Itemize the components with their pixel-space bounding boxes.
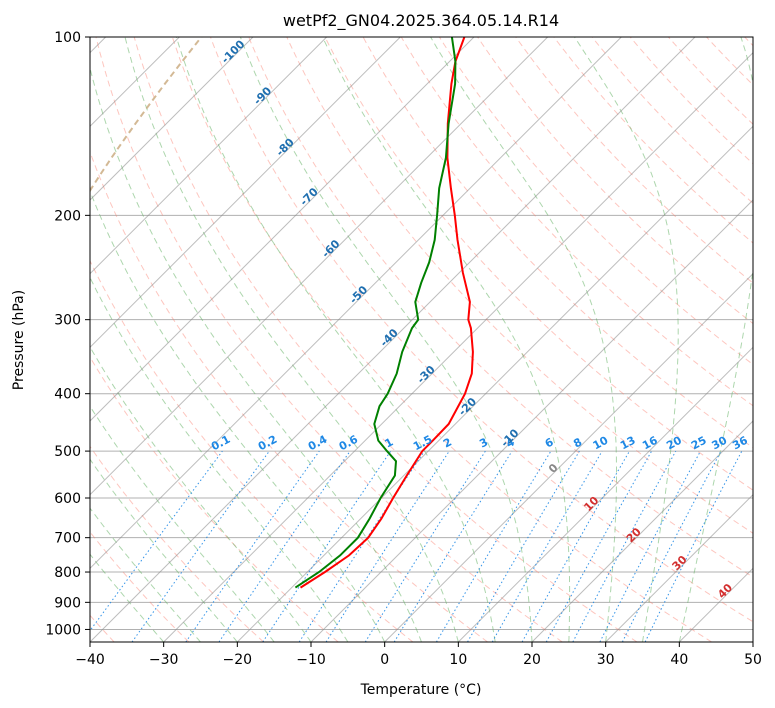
dry-adiabat-line xyxy=(248,37,753,578)
x-tick-label: 30 xyxy=(597,652,615,668)
y-tick-label: 400 xyxy=(54,387,81,403)
moist-adiabat-line xyxy=(322,37,571,642)
moist-adiabat-line xyxy=(175,37,496,642)
mixing-ratio-line xyxy=(644,450,743,642)
y-tick-label: 700 xyxy=(54,531,81,547)
mixing-ratio-label: 36 xyxy=(730,434,750,453)
isotherm-line xyxy=(605,493,753,642)
moist-adiabat-line xyxy=(239,37,533,642)
plot-area xyxy=(90,37,753,642)
series-temperature xyxy=(299,37,474,589)
x-tick-label: −30 xyxy=(149,652,179,668)
y-tick-label: 1000 xyxy=(45,622,81,638)
y-axis-label: Pressure (hPa) xyxy=(11,290,27,390)
x-axis-label: Temperature (°C) xyxy=(360,682,482,698)
mixing-ratio-line xyxy=(572,450,677,642)
x-tick-label: 0 xyxy=(380,652,389,668)
isotherm-line xyxy=(90,37,254,201)
mixing-ratio-line xyxy=(218,450,351,642)
moist-adiabat-line xyxy=(90,553,165,642)
isotherm-line xyxy=(384,272,753,642)
isotherm-line xyxy=(163,51,753,642)
dry-adiabat-line xyxy=(210,37,753,623)
x-tick-label: −20 xyxy=(223,652,253,668)
dry-adiabat-line xyxy=(90,445,264,642)
x-tick-label: 10 xyxy=(449,652,467,668)
dry-adiabat-line xyxy=(171,37,712,642)
moist-adiabat-line xyxy=(574,37,679,642)
moist-adiabat-line xyxy=(678,37,753,642)
plot-frame xyxy=(89,36,754,643)
y-tick-label: 200 xyxy=(54,208,81,224)
dry-adiabat-line xyxy=(95,37,563,642)
mixing-ratio-line xyxy=(90,450,223,632)
mixing-ratio-label: 30 xyxy=(710,434,730,453)
x-tick-label: 40 xyxy=(670,652,688,668)
isotherm-line xyxy=(90,37,401,349)
moist-adiabat-line xyxy=(90,458,238,642)
dry-adiabat-line xyxy=(477,37,753,325)
y-tick-label: 600 xyxy=(54,491,81,507)
background-lines xyxy=(90,37,753,642)
dry-adiabat-line xyxy=(133,37,638,642)
dry-adiabat-line xyxy=(591,37,753,204)
mixing-ratio-label: 20 xyxy=(664,434,684,453)
series-dewpoint xyxy=(294,37,457,589)
mixing-ratio-label: 25 xyxy=(689,434,709,453)
isotherm-line xyxy=(90,37,622,570)
data-series xyxy=(294,37,474,589)
y-tick-label: 300 xyxy=(54,313,81,329)
mixing-ratio-label: 10 xyxy=(591,434,611,453)
isotherm-line xyxy=(90,37,696,642)
x-tick-label: −10 xyxy=(296,652,326,668)
mixing-ratio-line xyxy=(393,450,513,642)
moist-adiabat-line xyxy=(90,507,201,642)
isotherm-line xyxy=(310,199,753,642)
y-axis-ticks: 1000 900 800 700 600 500 400 300 200 100 xyxy=(45,30,90,638)
y-tick-label: 500 xyxy=(54,444,81,460)
moist-adiabat-line xyxy=(90,65,422,642)
mixing-ratio-line xyxy=(545,450,653,642)
isotherm-line xyxy=(90,37,475,422)
mixing-ratio-line xyxy=(262,450,392,642)
moist-adiabat-line xyxy=(90,405,275,642)
dry-adiabat-line xyxy=(400,37,753,407)
x-tick-label: 20 xyxy=(523,652,541,668)
chart-title: wetPf2_GN04.2025.364.05.14.R14 xyxy=(283,11,559,31)
x-tick-label: 50 xyxy=(744,652,762,668)
y-tick-label: 800 xyxy=(54,565,81,581)
mixing-ratio-line xyxy=(185,450,320,642)
mixing-ratio-label: 16 xyxy=(640,434,660,453)
x-axis-ticks: −40 −30 −20 −10 0 10 20 30 40 50 xyxy=(75,642,762,668)
isotherm-line xyxy=(531,420,753,642)
isotherm-line xyxy=(236,125,753,642)
mixing-ratio-line xyxy=(521,450,630,642)
dry-adiabat-line xyxy=(324,37,753,491)
moist-adiabat-line xyxy=(90,189,386,642)
y-tick-label: 900 xyxy=(54,595,81,611)
dry-adiabat-line xyxy=(515,37,753,284)
dry-adiabat-line xyxy=(90,259,414,642)
x-tick-label: −40 xyxy=(75,652,105,668)
moist-adiabat-line xyxy=(430,37,617,642)
moist-adiabat-line xyxy=(90,276,349,642)
isotherm-line xyxy=(90,37,328,275)
moist-adiabat-line xyxy=(124,37,459,642)
dry-adiabat-line xyxy=(629,37,753,165)
mixing-ratio-line xyxy=(131,450,270,642)
isotherm-line xyxy=(457,346,753,642)
mixing-ratio-line xyxy=(325,450,450,642)
y-tick-label: 100 xyxy=(54,30,81,46)
mixing-ratio-label: 13 xyxy=(618,434,638,453)
